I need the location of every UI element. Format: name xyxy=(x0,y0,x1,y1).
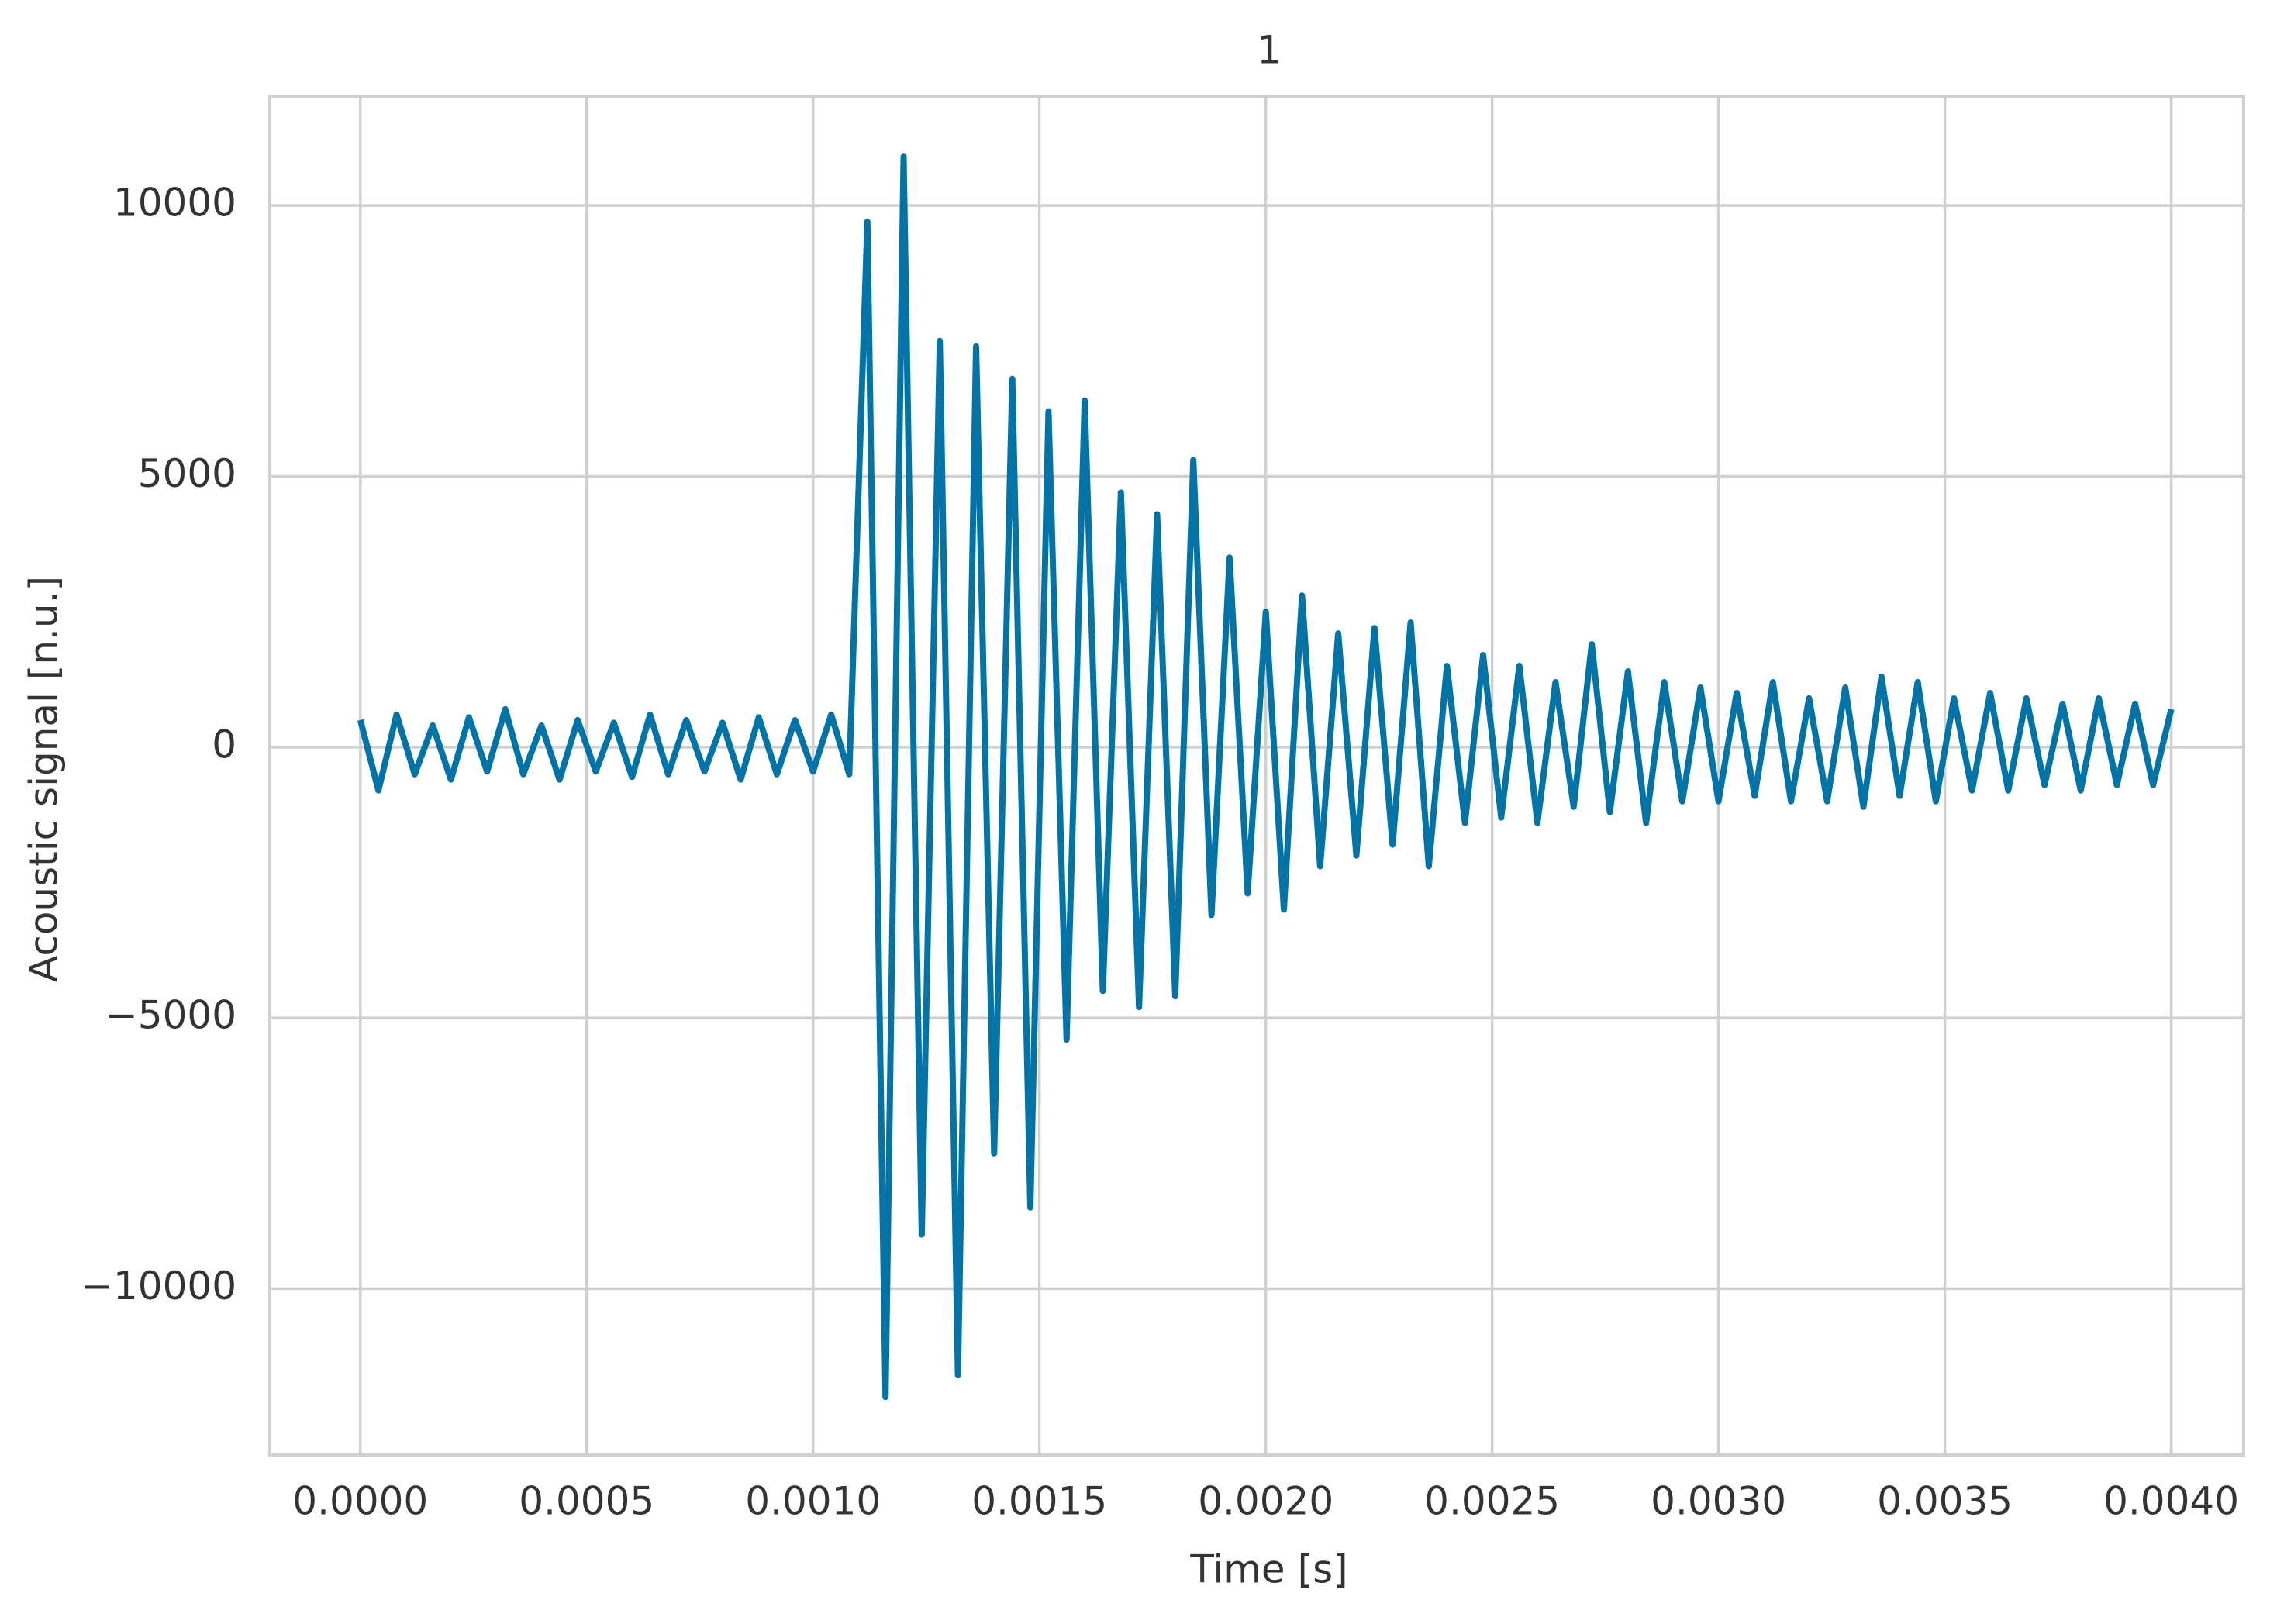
plot-frame xyxy=(268,95,2245,1457)
x-tick-label: 0.0035 xyxy=(1877,1479,2013,1524)
x-tick-label: 0.0000 xyxy=(292,1479,428,1524)
y-tick-label: 10000 xyxy=(113,181,236,226)
x-tick-label: 0.0020 xyxy=(1198,1479,1333,1524)
x-tick-label: 0.0040 xyxy=(2103,1479,2239,1524)
x-tick-label: 0.0005 xyxy=(519,1479,654,1524)
x-axis-label: Time [s] xyxy=(1189,1547,1347,1592)
signal-line xyxy=(357,153,2175,1401)
x-tick-label: 0.0010 xyxy=(745,1479,881,1524)
x-tick-label: 0.0015 xyxy=(971,1479,1107,1524)
y-axis-label: Acoustic signal [n.u.] xyxy=(22,576,67,982)
y-tick-label: −10000 xyxy=(81,1264,236,1309)
chart-title: 1 xyxy=(1257,28,1282,73)
y-tick-label: 5000 xyxy=(138,451,236,496)
y-tick-label: 0 xyxy=(212,722,236,767)
y-tick-label: −5000 xyxy=(105,993,236,1038)
x-tick-label: 0.0025 xyxy=(1424,1479,1560,1524)
x-tick-label: 0.0030 xyxy=(1651,1479,1786,1524)
